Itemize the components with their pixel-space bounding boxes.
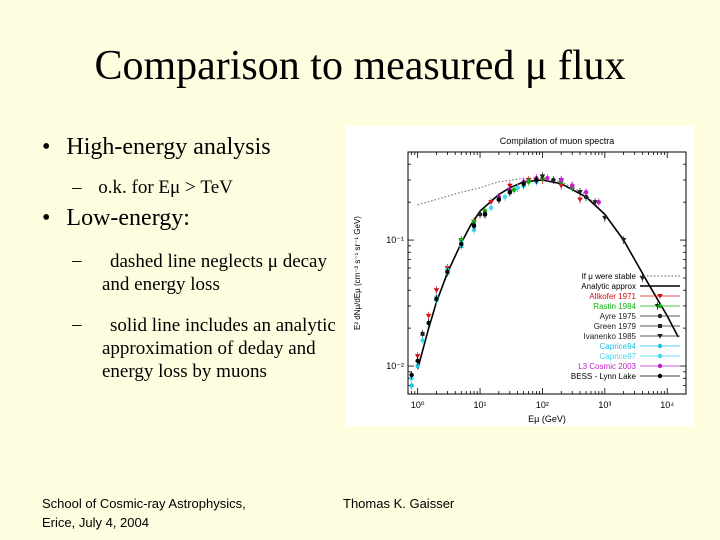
data-point-rastin-1984 (526, 179, 531, 185)
legend-marker (657, 303, 663, 309)
legend-label: Ivanenko 1985 (584, 332, 637, 341)
legend-label: Caprice97 (600, 352, 637, 361)
data-point-caprice97 (420, 338, 425, 343)
legend-label: Ayre 1975 (600, 312, 637, 321)
y-tick-label: 10⁻² (386, 361, 404, 371)
data-point-bess-lynn-lake (471, 223, 477, 228)
x-tick-label: 10⁰ (411, 400, 425, 410)
data-point-bess-lynn-lake (534, 177, 539, 183)
bullet-high-energy-text: High-energy analysis (66, 134, 271, 160)
data-point-bess-lynn-lake (445, 269, 450, 274)
data-point-ayre-1975 (477, 212, 483, 217)
slide-title: Comparison to measured μ flux (94, 43, 626, 89)
muon-spectra-chart: Compilation of muon spectra 10⁰ 10¹ 10² 10³ 1… (346, 126, 694, 426)
bullet-dot-icon: • (42, 205, 51, 231)
data-point-caprice94 (415, 363, 420, 369)
data-point-allkofer-1971 (433, 288, 440, 293)
data-point-bess-lynn-lake (415, 358, 420, 364)
footer-school-line2: Erice, July 4, 2004 (42, 515, 149, 530)
data-point-bess-lynn-lake (426, 320, 431, 326)
bullet-dot-icon: • (42, 134, 51, 160)
data-point-ivanenko-1985 (539, 174, 546, 180)
bullet-high-energy: • High-energy analysis (42, 134, 271, 161)
x-tick-label: 10¹ (474, 400, 487, 410)
x-tick-label: 10² (536, 400, 549, 410)
sub-bullet-dashed-text: dashed line neglects μ decay and energy … (102, 251, 327, 295)
data-point-allkofer-1971 (577, 197, 583, 203)
footer-author: Thomas K. Gaisser (343, 496, 455, 511)
data-point-l3-cosmic-2003 (545, 175, 550, 181)
data-point-allkofer-1971 (558, 183, 565, 189)
data-point-rastin-1984 (471, 219, 477, 224)
footer-school: School of Cosmic-ray Astrophysics, Erice… (42, 494, 246, 532)
data-point-allkofer-1971 (425, 313, 432, 319)
y-tick-label: 10⁻¹ (386, 235, 404, 245)
x-axis-label: Eμ (GeV) (528, 414, 566, 424)
data-point-allkofer-1971 (414, 354, 421, 359)
chart-background (346, 126, 694, 426)
data-point-caprice97 (515, 185, 520, 190)
sub-bullet-tev: – o.k. for Eμ > TeV (72, 176, 233, 199)
legend-label: Analytic approx (581, 282, 636, 291)
legend-marker (657, 334, 663, 339)
footer-school-line1: School of Cosmic-ray Astrophysics, (42, 496, 246, 511)
legend-marker (657, 353, 663, 359)
sub-bullet-tev-text: o.k. for Eμ > TeV (98, 177, 233, 198)
data-point-green-1979 (420, 331, 425, 336)
legend-marker (657, 373, 663, 379)
data-point-caprice97 (471, 227, 477, 233)
data-point-l3-cosmic-2003 (570, 183, 575, 188)
plot-frame (407, 151, 687, 395)
data-point-bess-lynn-lake (521, 181, 526, 186)
legend-label: Green 1979 (594, 322, 637, 331)
legend-label: Caprice94 (600, 342, 637, 351)
dash-icon: – (72, 314, 82, 335)
data-point-caprice97 (488, 205, 494, 211)
bullet-low-energy-text: Low-energy: (66, 205, 190, 231)
bullet-low-energy: • Low-energy: (42, 205, 190, 232)
legend-marker (658, 324, 662, 328)
data-point-l3-cosmic-2003 (596, 199, 601, 205)
data-point-l3-cosmic-2003 (559, 177, 564, 183)
data-point-bess-lynn-lake (459, 241, 464, 247)
y-axis-label: E² dNμ/dEμ (cm⁻² s⁻¹ sr⁻¹ GeV) (353, 216, 362, 330)
legend-label: If μ were stable (582, 272, 637, 281)
legend-marker (657, 294, 663, 299)
data-point-bess-lynn-lake (434, 296, 439, 302)
data-point-ivanenko-1985 (620, 238, 627, 243)
data-point-ivanenko-1985 (577, 190, 583, 195)
chart-title: Compilation of muon spectra (500, 136, 615, 146)
data-point-ayre-1975 (551, 177, 556, 183)
sub-bullet-solid-text: solid line includes an analytic approxim… (102, 315, 336, 382)
curve-analytic-approx (416, 179, 679, 370)
data-point-ayre-1975 (583, 194, 589, 200)
data-point-l3-cosmic-2003 (583, 189, 589, 195)
dash-icon: – (72, 250, 82, 271)
x-tick-label: 10³ (598, 400, 611, 410)
legend-marker (657, 343, 663, 349)
data-point-caprice94 (409, 383, 414, 388)
legend-marker (657, 363, 663, 369)
legend-label: L3 Cosmic 2003 (578, 362, 636, 371)
data-point-bess-lynn-lake (507, 189, 513, 195)
data-point-bess-lynn-lake (409, 372, 414, 378)
legend-label: Allkofer 1971 (589, 292, 636, 301)
data-point-ivanenko-1985 (639, 275, 646, 281)
data-point-bess-lynn-lake (482, 212, 488, 217)
x-tick-label: 10⁴ (660, 400, 674, 410)
data-point-allkofer-1971 (488, 200, 494, 205)
dash-icon: – (72, 177, 82, 198)
data-point-bess-lynn-lake (496, 197, 502, 202)
data-point-rastin-1984 (511, 187, 517, 193)
data-point-caprice97 (502, 194, 508, 200)
legend-label: BESS - Lynn Lake (571, 372, 637, 381)
legend-marker (657, 313, 663, 319)
data-point-ivanenko-1985 (592, 200, 598, 205)
legend-label: Rastin 1984 (593, 302, 636, 311)
data-point-ivanenko-1985 (602, 215, 608, 221)
